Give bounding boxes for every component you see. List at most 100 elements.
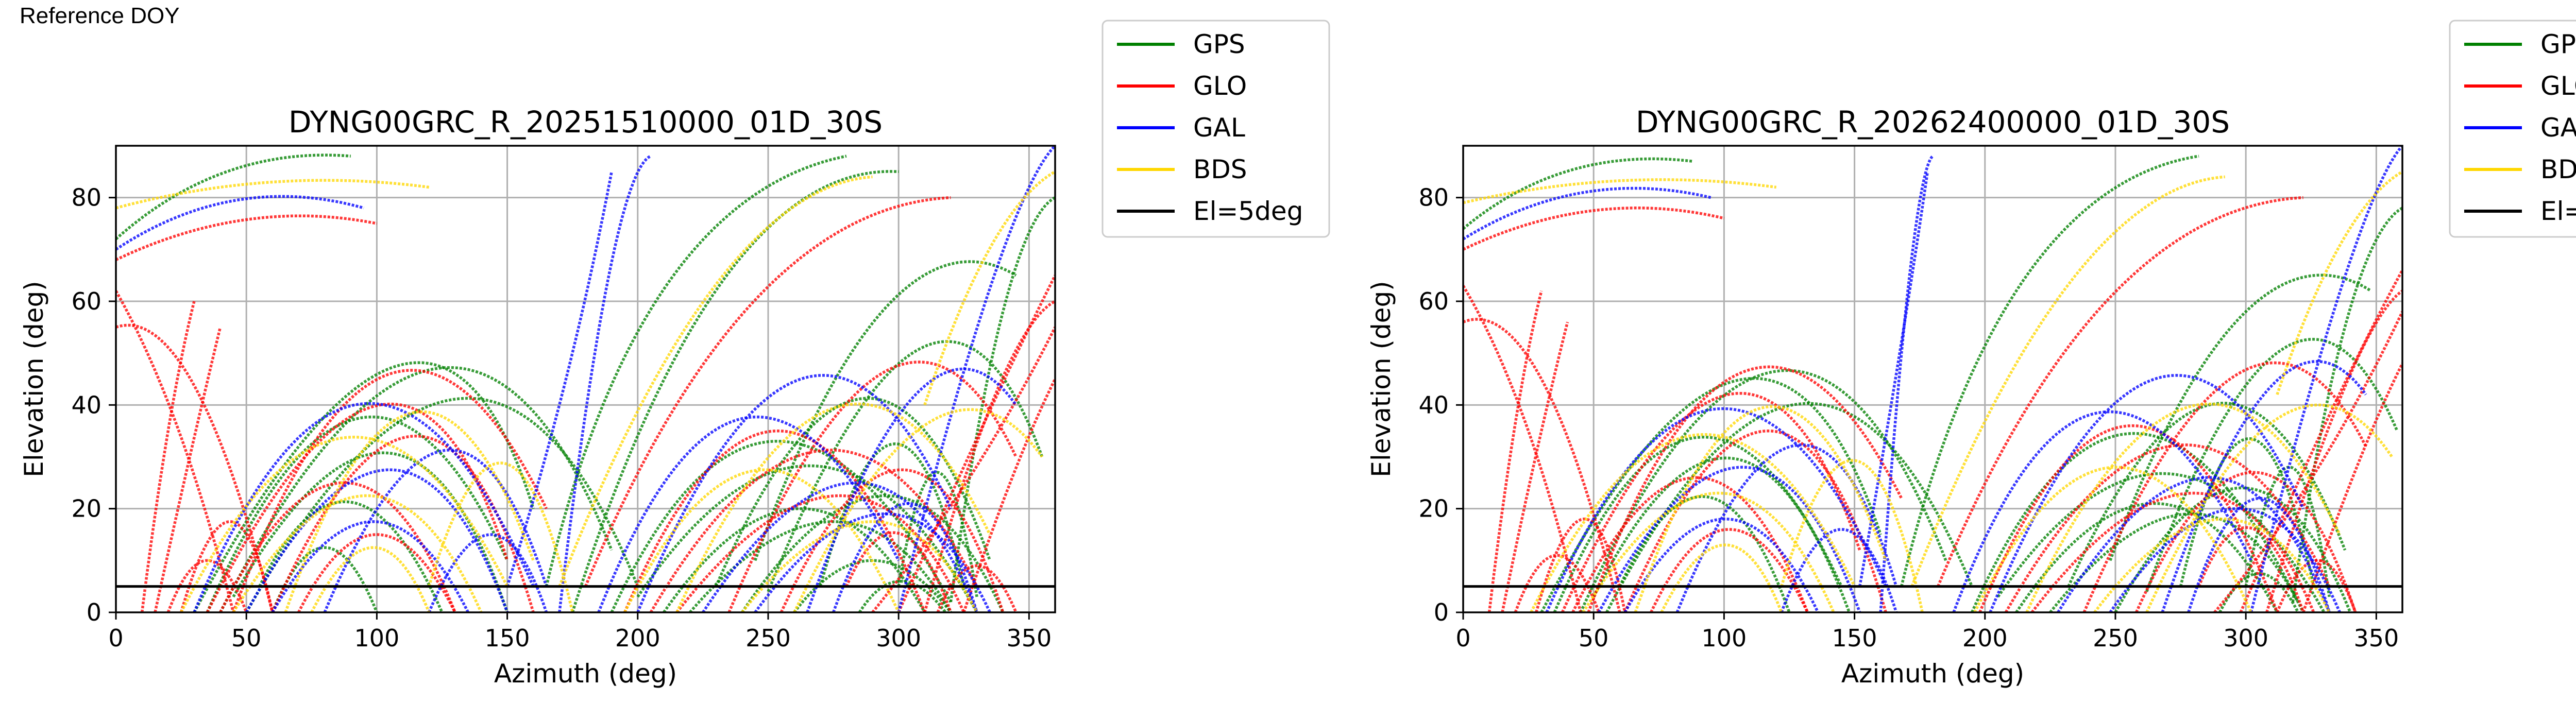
track-gps: [767, 340, 1044, 592]
legend-label: BDS: [1193, 155, 1247, 184]
legend-label: GAL: [2540, 113, 2576, 143]
track-gps: [1579, 369, 1947, 612]
track-gal: [2057, 476, 2331, 612]
track-bds: [180, 435, 509, 612]
track-gps: [206, 415, 509, 612]
track-gal: [1879, 155, 1934, 612]
track-gps: [245, 397, 639, 612]
axes-frame: [115, 145, 1056, 613]
track-gps: [949, 196, 1055, 603]
track-glo: [845, 531, 952, 612]
series-bds: [116, 170, 1055, 612]
legend-label: GPS: [2540, 29, 2576, 59]
plot-area: [116, 146, 1055, 612]
y-axis-label: Elevation (deg): [19, 281, 49, 477]
track-bds: [1973, 466, 2252, 612]
track-glo: [206, 402, 509, 612]
x-tick-label: 250: [2093, 624, 2138, 652]
track-gal: [1780, 528, 1898, 612]
track-gps: [1900, 155, 2199, 587]
track-bds: [1582, 491, 1835, 612]
track-glo: [1650, 528, 1809, 612]
track-glo: [1463, 318, 1621, 612]
track-bds: [2093, 518, 2331, 612]
legend-label: El=5deg: [2540, 196, 2576, 226]
track-bds: [741, 520, 978, 612]
y-tick-label: 0: [87, 598, 101, 626]
x-tick-label: 350: [1006, 624, 1052, 652]
legend-label: GLO: [1193, 71, 1247, 101]
track-glo: [2213, 311, 2402, 612]
track-glo: [623, 429, 926, 612]
track-gal: [1463, 186, 1711, 241]
x-tick-label: 200: [615, 624, 660, 652]
track-gal: [1675, 443, 1898, 612]
track-gal: [806, 367, 1018, 612]
track-glo: [727, 361, 1018, 612]
track-bds: [623, 468, 900, 612]
x-axis-label: Azimuth (deg): [1841, 659, 2024, 689]
track-glo: [2134, 471, 2357, 612]
y-tick-label: 40: [1418, 391, 1449, 419]
track-gal: [558, 155, 652, 612]
track-bds: [1530, 433, 1856, 612]
track-gps: [2015, 502, 2279, 612]
track-gal: [897, 146, 1055, 612]
track-gal: [1858, 171, 1929, 587]
page-caption: Reference DOY: [20, 3, 180, 28]
track-glo: [2197, 526, 2305, 612]
x-tick-label: 0: [108, 624, 123, 652]
track-gps: [2145, 338, 2399, 592]
series-glo: [1463, 196, 2402, 612]
track-gal: [2249, 146, 2402, 612]
chart-title: DYNG00GRC_R_20251510000_01D_30S: [289, 105, 883, 140]
y-tick-label: 80: [1418, 184, 1449, 212]
y-tick-label: 20: [71, 495, 101, 523]
x-tick-label: 50: [1579, 624, 1609, 652]
track-gps: [193, 361, 535, 612]
track-gps: [545, 155, 847, 587]
track-gal: [702, 481, 978, 612]
track-gps: [689, 520, 952, 612]
y-tick-label: 60: [71, 287, 101, 315]
x-tick-label: 350: [2353, 624, 2399, 652]
track-gal: [1545, 407, 1887, 612]
track-gal: [505, 171, 613, 587]
track-gps: [571, 170, 899, 612]
track-glo: [1535, 518, 1626, 612]
track-gps: [232, 451, 509, 612]
track-gps: [1996, 472, 2326, 612]
track-gps: [1605, 402, 1974, 612]
track-glo: [2302, 363, 2402, 612]
track-bds: [1634, 405, 1887, 612]
track-gps: [1592, 456, 1851, 612]
series-gal: [116, 146, 1055, 612]
track-glo: [2004, 443, 2331, 612]
track-gps: [2109, 273, 2372, 561]
track-glo: [166, 559, 248, 612]
plot-area: [1463, 146, 2402, 612]
x-tick-label: 100: [354, 624, 399, 652]
track-glo: [1514, 554, 1600, 612]
y-tick-label: 80: [71, 184, 101, 212]
track-gps: [663, 507, 926, 612]
series-bds: [1463, 170, 2402, 612]
track-gps: [116, 153, 351, 241]
grid: [1462, 146, 2402, 613]
x-axis-label: Azimuth (deg): [494, 659, 677, 689]
legend: GPS GLO GAL BDS El=5deg: [2449, 20, 2576, 238]
x-tick-label: 0: [1455, 624, 1470, 652]
track-gps: [754, 260, 1017, 561]
track-gps: [1463, 157, 1693, 230]
track-bds: [1910, 175, 2225, 587]
track-gal: [245, 468, 509, 612]
track-gal: [1597, 466, 1861, 612]
x-tick-label: 300: [876, 624, 921, 652]
track-glo: [1487, 290, 1543, 612]
track-glo: [2276, 559, 2357, 612]
track-glo: [897, 275, 1055, 612]
y-axis-label: Elevation (deg): [1366, 281, 1396, 477]
track-bds: [675, 402, 991, 612]
legend-label: BDS: [2540, 155, 2576, 184]
track-bds: [793, 408, 1043, 612]
